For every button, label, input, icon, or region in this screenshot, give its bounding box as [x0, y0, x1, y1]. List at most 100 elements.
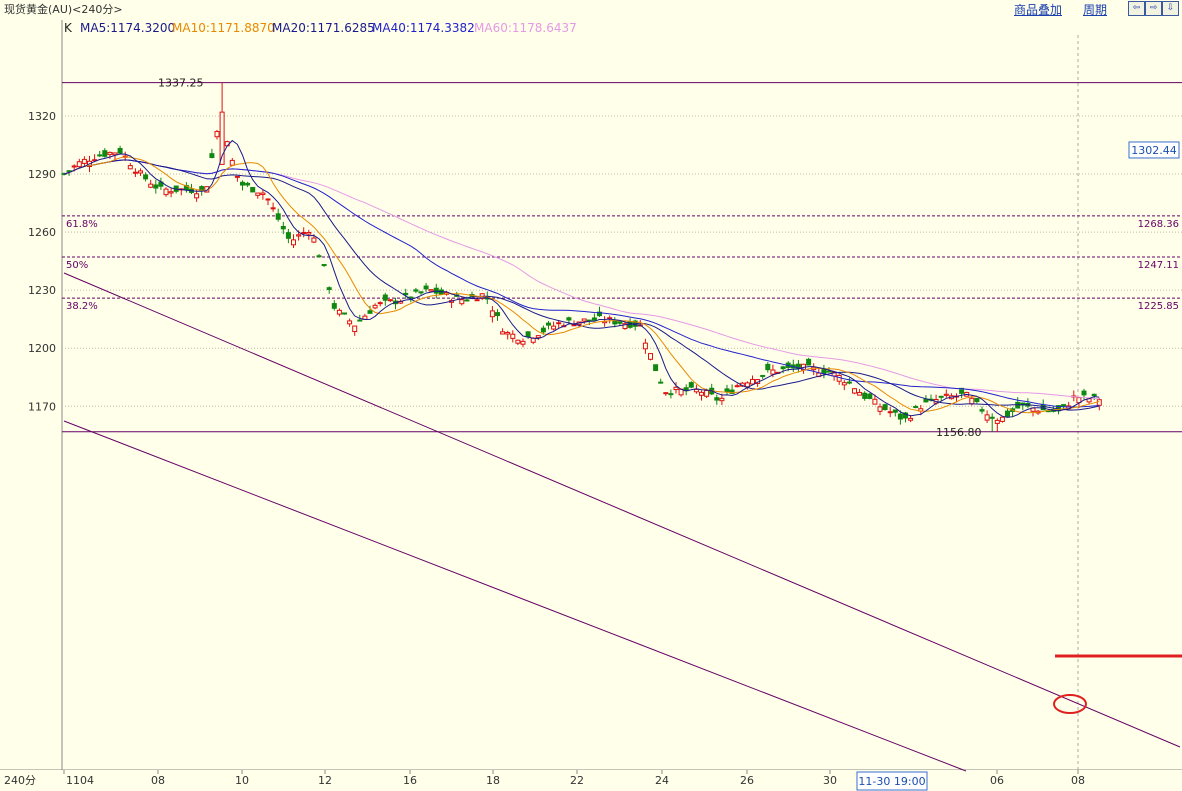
- scroll-right-icon[interactable]: ⇨: [1145, 1, 1162, 16]
- candle-body: [245, 182, 251, 186]
- period-label: 240分: [4, 774, 36, 787]
- candle-body: [291, 239, 296, 246]
- candle-body: [76, 161, 82, 168]
- candle-body: [520, 340, 526, 345]
- candle-body: [474, 299, 480, 302]
- candle-body: [668, 393, 674, 396]
- candle-body: [724, 388, 730, 393]
- candle-body: [143, 174, 149, 180]
- x-tick-label: 1104: [66, 774, 94, 787]
- x-tick-label: 08: [151, 774, 165, 787]
- channel-lower-line: [63, 420, 967, 772]
- candle-body: [148, 183, 154, 188]
- candle-body: [540, 327, 546, 333]
- candle-body: [515, 339, 521, 344]
- candle-body: [653, 364, 659, 372]
- fib-value-label: 1247.11: [1138, 260, 1179, 271]
- x-tick-label: 10: [235, 774, 249, 787]
- candle-body: [92, 159, 98, 162]
- crosshair-time-label: 11-30 19:00: [858, 775, 925, 788]
- candle-body: [1040, 404, 1046, 411]
- candle-body: [841, 382, 847, 386]
- candle-body: [852, 388, 857, 394]
- candle-body: [760, 374, 766, 377]
- candle-body: [336, 309, 342, 315]
- candle-body: [418, 291, 424, 294]
- candle-body: [357, 319, 363, 322]
- candle-body: [296, 234, 302, 237]
- candle-body: [255, 192, 261, 196]
- candle-body: [857, 391, 863, 396]
- candle-body: [943, 393, 949, 396]
- candle-body: [673, 386, 679, 391]
- candle-body: [132, 171, 138, 174]
- candle-body: [367, 310, 373, 314]
- period-button[interactable]: 周期: [1083, 3, 1108, 17]
- candle-body: [377, 302, 383, 305]
- candle-body: [1096, 399, 1102, 406]
- candle-body: [168, 191, 174, 194]
- candle-body: [1061, 404, 1067, 407]
- candle-body: [127, 165, 133, 170]
- legend-ma10: MA10:1171.8870: [172, 21, 275, 35]
- candle-body: [994, 419, 1000, 424]
- candle-body: [556, 322, 562, 325]
- candle-body: [617, 321, 623, 324]
- candle-body: [770, 369, 776, 375]
- x-axis-band: [0, 770, 1182, 791]
- candle-body: [81, 158, 87, 164]
- x-tick-label: 30: [823, 774, 837, 787]
- fib-value-label: 1268.36: [1138, 219, 1179, 230]
- candle-body: [423, 285, 429, 290]
- ma5-line: [63, 139, 1100, 418]
- candle-body: [153, 184, 159, 189]
- candle-body: [112, 152, 118, 156]
- candle-body: [546, 322, 551, 326]
- candle-body: [806, 358, 812, 366]
- candle-body: [372, 304, 378, 309]
- overlay-button[interactable]: 商品叠加: [1014, 3, 1063, 17]
- candle-body: [979, 409, 985, 412]
- candle-body: [765, 363, 771, 371]
- candle-body: [862, 392, 868, 399]
- candle-body: [311, 237, 317, 243]
- fib-label: 61.8%: [66, 219, 98, 230]
- candle-body: [240, 181, 245, 186]
- candle-body: [510, 333, 516, 339]
- low-label: 1156.80: [936, 426, 982, 439]
- candle-body: [459, 299, 465, 305]
- candle-body: [688, 382, 694, 388]
- candle-body: [734, 385, 740, 388]
- candle-body: [693, 388, 699, 393]
- candle-body: [194, 193, 200, 199]
- candle-body: [1081, 390, 1087, 396]
- candle-body: [234, 175, 240, 178]
- candle-body: [699, 391, 704, 396]
- x-tick-label: 12: [318, 774, 332, 787]
- candle-body: [219, 111, 225, 165]
- zoom-icon[interactable]: ⇩: [1162, 1, 1179, 16]
- candle-body: [250, 186, 256, 193]
- candle-body: [989, 416, 995, 419]
- candle-body: [607, 317, 613, 320]
- candle-body: [138, 170, 143, 174]
- scroll-left-icon[interactable]: ⇦: [1128, 1, 1145, 16]
- candle-body: [566, 317, 572, 321]
- candle-body: [821, 369, 827, 375]
- x-tick-label: 18: [486, 774, 500, 787]
- x-tick-label: 16: [403, 774, 417, 787]
- candle-body: [969, 397, 975, 405]
- fib-label: 38.2%: [66, 301, 98, 312]
- candle-body: [403, 292, 409, 296]
- candle-body: [301, 231, 307, 234]
- ma20-line: [63, 159, 1100, 411]
- candle-body: [342, 312, 347, 315]
- y-tick-label: 1320: [28, 110, 56, 123]
- annotation-circle: [1053, 694, 1087, 714]
- candle-body: [887, 411, 893, 414]
- candle-body: [903, 412, 908, 419]
- x-tick-label: 06: [990, 774, 1004, 787]
- candle-body: [331, 303, 337, 309]
- x-tick-label: 22: [570, 774, 584, 787]
